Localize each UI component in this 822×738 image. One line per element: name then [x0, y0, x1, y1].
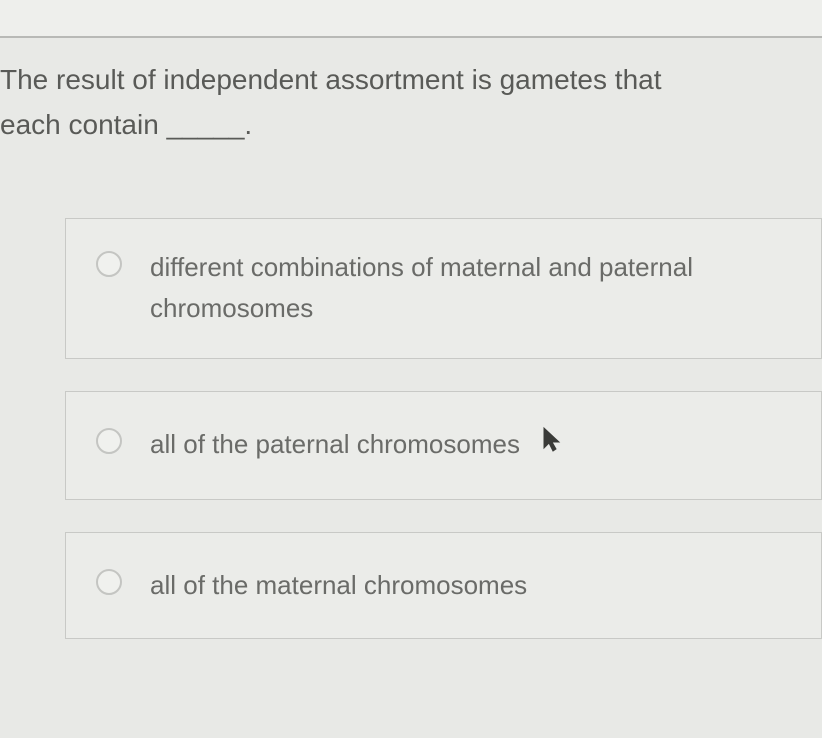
- option-3[interactable]: all of the maternal chromosomes: [65, 532, 822, 640]
- option-2[interactable]: all of the paternal chromosomes: [65, 391, 822, 500]
- radio-icon[interactable]: [96, 428, 122, 454]
- radio-icon[interactable]: [96, 251, 122, 277]
- option-3-label: all of the maternal chromosomes: [150, 565, 527, 607]
- question-line-1: The result of independent assortment is …: [0, 64, 662, 95]
- radio-icon[interactable]: [96, 569, 122, 595]
- option-2-label: all of the paternal chromosomes: [150, 424, 562, 467]
- top-divider-bar: [0, 0, 822, 38]
- cursor-icon: [542, 425, 562, 467]
- question-line-2: each contain _____.: [0, 109, 252, 140]
- question-area: The result of independent assortment is …: [0, 38, 822, 639]
- option-2-text: all of the paternal chromosomes: [150, 429, 520, 459]
- question-text: The result of independent assortment is …: [0, 58, 822, 148]
- option-1[interactable]: different combinations of maternal and p…: [65, 218, 822, 359]
- option-1-label: different combinations of maternal and p…: [150, 247, 791, 330]
- options-container: different combinations of maternal and p…: [0, 218, 822, 640]
